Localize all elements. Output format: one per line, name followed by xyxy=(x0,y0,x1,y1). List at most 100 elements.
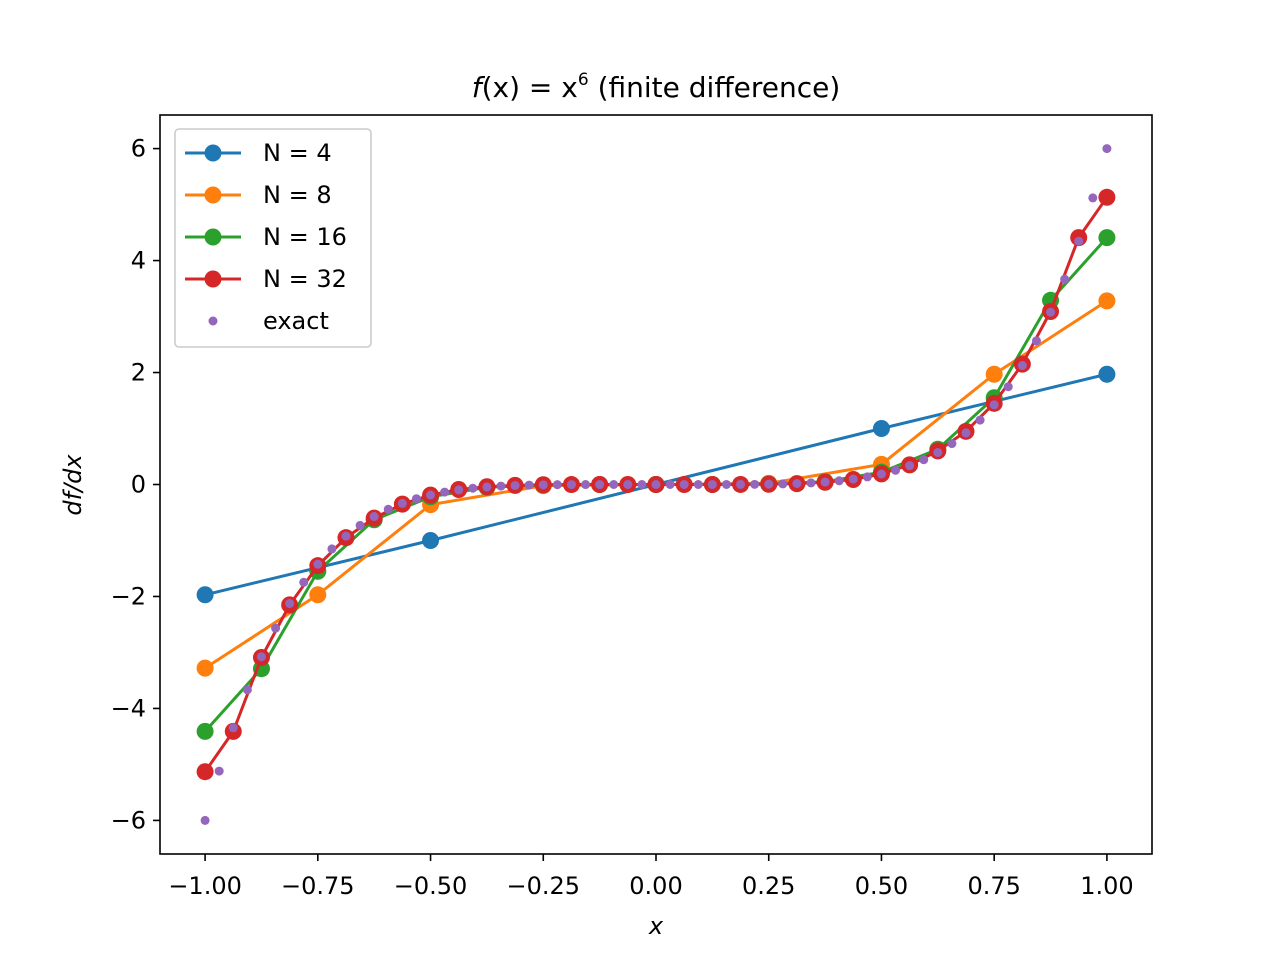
data-point xyxy=(1074,236,1084,246)
data-point xyxy=(609,480,619,490)
data-point xyxy=(355,520,365,530)
data-point xyxy=(989,400,999,410)
legend-marker xyxy=(204,228,222,246)
data-point xyxy=(1003,382,1013,392)
y-tick-label: 2 xyxy=(131,359,146,387)
data-point xyxy=(919,455,929,465)
x-tick-label: −0.75 xyxy=(281,872,355,900)
data-point xyxy=(299,577,309,587)
y-tick-label: 4 xyxy=(131,247,146,275)
data-point xyxy=(1017,361,1027,371)
data-point xyxy=(679,479,689,489)
data-point xyxy=(750,479,760,489)
data-point xyxy=(482,482,492,492)
data-point xyxy=(581,480,591,490)
data-point xyxy=(313,559,323,569)
legend-marker xyxy=(208,316,218,326)
data-point xyxy=(454,485,464,495)
data-point xyxy=(383,504,393,514)
x-tick-label: 0.25 xyxy=(742,872,795,900)
data-point xyxy=(214,766,224,776)
plot-area xyxy=(196,144,1116,825)
data-point xyxy=(200,815,210,825)
data-point xyxy=(397,498,407,508)
legend-item: N = 16 xyxy=(185,223,347,251)
x-tick-label: −1.00 xyxy=(168,872,242,900)
data-point xyxy=(1031,336,1041,346)
data-point xyxy=(961,428,971,438)
y-tick-label: −2 xyxy=(111,582,146,610)
data-point xyxy=(196,659,214,677)
data-point xyxy=(947,439,957,449)
x-tick-label: −0.50 xyxy=(394,872,468,900)
data-point xyxy=(975,415,985,425)
x-tick-label: 0.50 xyxy=(855,872,908,900)
legend-item: N = 8 xyxy=(185,181,332,209)
legend-marker xyxy=(204,144,222,162)
x-tick-label: 0.75 xyxy=(967,872,1020,900)
x-tick-label: 0.00 xyxy=(629,872,682,900)
data-point xyxy=(693,479,703,489)
y-tick-label: −4 xyxy=(111,694,146,722)
data-point xyxy=(496,481,506,491)
legend-marker xyxy=(204,270,222,288)
data-point xyxy=(933,447,943,457)
data-point xyxy=(1098,292,1116,310)
data-point xyxy=(1088,193,1098,203)
legend-label: exact xyxy=(263,307,329,335)
data-point xyxy=(341,531,351,541)
data-point xyxy=(778,479,788,489)
legend-label: N = 16 xyxy=(263,223,347,251)
data-point xyxy=(411,494,421,504)
legend-marker xyxy=(204,186,222,204)
data-point xyxy=(876,469,886,479)
data-point xyxy=(637,480,647,489)
legend-item: N = 4 xyxy=(185,139,332,167)
data-point xyxy=(242,685,252,695)
data-point xyxy=(426,490,436,500)
data-point xyxy=(538,480,548,490)
data-point xyxy=(566,480,576,490)
data-point xyxy=(905,461,915,471)
legend: N = 4 N = 8 N = 16 N = 32 exact xyxy=(174,128,372,348)
data-point xyxy=(1060,274,1070,284)
data-point xyxy=(891,465,901,475)
data-point xyxy=(721,479,731,489)
data-point xyxy=(309,586,327,604)
data-point xyxy=(285,598,295,608)
data-point xyxy=(327,544,337,554)
x-axis-label: x xyxy=(648,912,664,940)
data-point xyxy=(862,472,872,482)
data-point xyxy=(792,478,802,488)
data-point xyxy=(468,483,478,493)
data-point xyxy=(1046,307,1056,317)
series-exact xyxy=(200,144,1112,825)
data-point xyxy=(196,722,214,740)
data-point xyxy=(228,723,238,733)
data-point xyxy=(707,479,717,489)
data-point xyxy=(595,480,605,490)
data-point xyxy=(665,480,675,489)
data-point xyxy=(422,531,440,549)
data-point xyxy=(848,474,858,484)
y-tick-label: −6 xyxy=(111,806,146,834)
data-point xyxy=(256,652,266,662)
legend-label: N = 4 xyxy=(263,139,332,167)
data-point xyxy=(1098,188,1116,206)
x-tick-label: 1.00 xyxy=(1080,872,1133,900)
data-point xyxy=(524,480,534,490)
legend-item: exact xyxy=(208,307,329,335)
y-tick-label: 6 xyxy=(131,135,146,163)
y-axis-ticks: −6 −4 −2 0 2 4 6 xyxy=(111,135,160,834)
data-point xyxy=(736,479,746,489)
data-point xyxy=(985,365,1003,383)
data-point xyxy=(369,512,379,522)
data-point xyxy=(1102,144,1112,154)
y-tick-label: 0 xyxy=(131,471,146,499)
data-point xyxy=(1098,229,1116,247)
legend-box xyxy=(174,128,372,348)
legend-item: N = 32 xyxy=(185,265,347,293)
data-point xyxy=(806,478,816,488)
x-axis-ticks: −1.00 −0.75 −0.50 −0.25 0.00 0.25 0.50 0.75 1.00 xyxy=(168,854,1134,900)
